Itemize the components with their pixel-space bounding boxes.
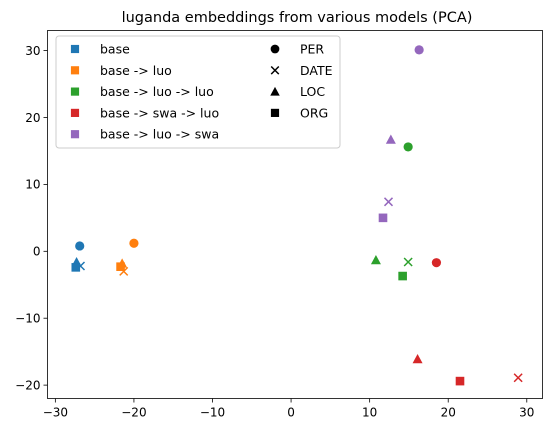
x-tick-label: −10 <box>200 406 225 420</box>
data-point <box>398 271 407 281</box>
data-point <box>129 238 139 248</box>
data-point <box>75 241 85 251</box>
y-tick-label: −10 <box>15 312 40 326</box>
y-tick-label: 10 <box>25 178 40 192</box>
y-tick-label: 20 <box>25 111 40 125</box>
data-point <box>116 262 125 271</box>
data-point <box>403 142 413 152</box>
legend-label: base <box>100 42 130 57</box>
legend-label: base -> swa -> luo <box>100 105 219 120</box>
y-tick-label: 30 <box>25 44 40 58</box>
legend-label: DATE <box>300 63 333 78</box>
x-tick-label: 10 <box>362 406 377 420</box>
legend-label: base -> luo <box>100 63 172 78</box>
data-point <box>403 257 413 267</box>
legend-label: base -> luo -> swa <box>100 127 219 142</box>
legend-label: base -> luo -> luo <box>100 84 214 99</box>
x-tick-label: 0 <box>287 406 295 420</box>
legend-marker <box>270 86 280 96</box>
y-tick-label: 0 <box>33 245 41 259</box>
chart-title: luganda embeddings from various models (… <box>122 10 473 26</box>
legend-box <box>55 35 341 149</box>
data-point <box>383 197 394 207</box>
data-point <box>385 134 396 144</box>
data-point <box>455 376 465 386</box>
data-point <box>414 45 424 55</box>
legend-marker <box>270 65 280 75</box>
legend-swatch <box>70 44 80 54</box>
x-tick-label: 20 <box>441 406 456 420</box>
legend-swatch <box>70 108 80 117</box>
data-point <box>431 258 442 268</box>
data-point <box>412 354 423 364</box>
y-tick-label: −20 <box>15 378 40 392</box>
legend-marker <box>270 108 280 117</box>
legend-marker <box>270 44 280 54</box>
x-tick-label: 30 <box>519 406 534 420</box>
data-point <box>71 263 81 272</box>
data-point <box>370 254 381 265</box>
data-point <box>513 373 523 383</box>
legend-swatch <box>70 87 80 96</box>
plot-frame <box>47 30 543 399</box>
legend-label: LOC <box>300 84 325 99</box>
legend-label: PER <box>300 42 324 57</box>
legend-swatch <box>70 130 80 139</box>
x-tick-label: −30 <box>43 406 68 420</box>
legend-label: ORG <box>300 105 328 120</box>
x-tick-label: −20 <box>121 406 146 420</box>
legend-swatch <box>70 66 80 75</box>
data-point <box>378 213 388 223</box>
